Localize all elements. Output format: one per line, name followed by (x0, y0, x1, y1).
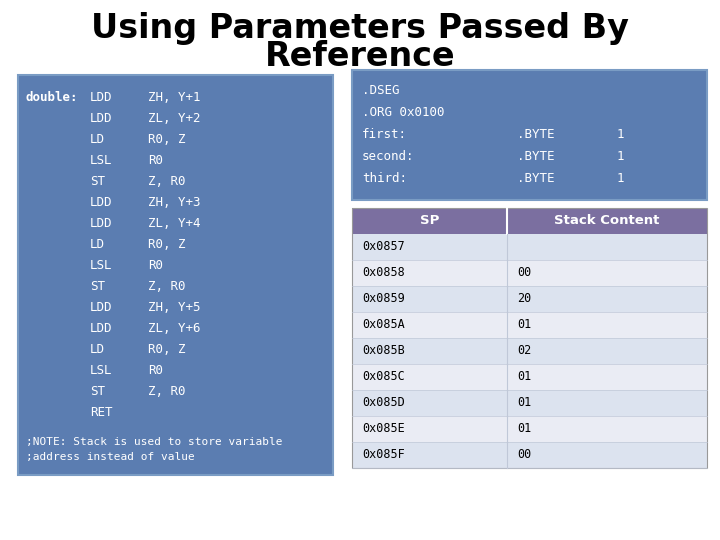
Text: R0: R0 (148, 259, 163, 272)
Text: .BYTE: .BYTE (517, 150, 554, 163)
Text: LDD: LDD (90, 91, 112, 104)
Text: 0x0859: 0x0859 (362, 293, 405, 306)
Text: Reference: Reference (265, 40, 455, 73)
Text: R0, Z: R0, Z (148, 133, 186, 146)
Bar (352, 234, 707, 260)
Text: 0x085F: 0x085F (362, 449, 405, 462)
Text: R0: R0 (148, 364, 163, 377)
Text: 0x085C: 0x085C (362, 370, 405, 383)
Text: LD: LD (90, 238, 105, 251)
Text: ZL, Y+2: ZL, Y+2 (148, 112, 200, 125)
Text: .ORG 0x0100: .ORG 0x0100 (362, 106, 444, 119)
Text: 20: 20 (517, 293, 531, 306)
Text: 01: 01 (517, 370, 531, 383)
Text: LD: LD (90, 343, 105, 356)
Bar (352, 442, 707, 468)
Text: LSL: LSL (90, 364, 112, 377)
Text: 01: 01 (517, 396, 531, 409)
Text: ZH, Y+5: ZH, Y+5 (148, 301, 200, 314)
Text: 0x0858: 0x0858 (362, 267, 405, 280)
Text: ;NOTE: Stack is used to store variable
;address instead of value: ;NOTE: Stack is used to store variable ;… (26, 437, 282, 462)
Text: Z, R0: Z, R0 (148, 385, 186, 398)
Text: 0x085D: 0x085D (362, 396, 405, 409)
Text: 0x085B: 0x085B (362, 345, 405, 357)
Text: 0x0857: 0x0857 (362, 240, 405, 253)
Text: 00: 00 (517, 449, 531, 462)
Bar (352, 286, 707, 312)
Text: LSL: LSL (90, 154, 112, 167)
Bar (352, 260, 707, 286)
Text: Z, R0: Z, R0 (148, 280, 186, 293)
Text: LDD: LDD (90, 322, 112, 335)
Text: 01: 01 (517, 422, 531, 435)
Text: ST: ST (90, 385, 105, 398)
Text: LDD: LDD (90, 217, 112, 230)
Text: LDD: LDD (90, 112, 112, 125)
Text: .BYTE: .BYTE (517, 172, 554, 185)
Text: 01: 01 (517, 319, 531, 332)
Text: ZH, Y+3: ZH, Y+3 (148, 196, 200, 209)
Bar (352, 70, 707, 200)
Text: 1: 1 (617, 128, 624, 141)
Text: Z, R0: Z, R0 (148, 175, 186, 188)
Text: 02: 02 (517, 345, 531, 357)
Text: first:: first: (362, 128, 407, 141)
Text: ST: ST (90, 175, 105, 188)
Bar (18, 75, 333, 475)
Text: Stack Content: Stack Content (554, 214, 660, 227)
Text: second:: second: (362, 150, 415, 163)
Text: LD: LD (90, 133, 105, 146)
Bar (352, 312, 707, 338)
Text: LDD: LDD (90, 196, 112, 209)
Text: RET: RET (90, 406, 112, 419)
Text: ST: ST (90, 280, 105, 293)
Text: .DSEG: .DSEG (362, 84, 400, 97)
Text: SP: SP (420, 214, 439, 227)
Bar (352, 390, 707, 416)
Text: Using Parameters Passed By: Using Parameters Passed By (91, 12, 629, 45)
Text: ZL, Y+4: ZL, Y+4 (148, 217, 200, 230)
Text: R0: R0 (148, 154, 163, 167)
Bar (352, 338, 707, 364)
Text: R0, Z: R0, Z (148, 343, 186, 356)
Text: 0x085A: 0x085A (362, 319, 405, 332)
Text: LSL: LSL (90, 259, 112, 272)
Bar (352, 364, 707, 390)
Bar (352, 416, 707, 442)
Text: ZH, Y+1: ZH, Y+1 (148, 91, 200, 104)
Text: R0, Z: R0, Z (148, 238, 186, 251)
Text: 0x085E: 0x085E (362, 422, 405, 435)
Text: ZL, Y+6: ZL, Y+6 (148, 322, 200, 335)
Text: 00: 00 (517, 267, 531, 280)
Text: LDD: LDD (90, 301, 112, 314)
Bar (352, 208, 707, 468)
Text: double:: double: (26, 91, 78, 104)
Text: third:: third: (362, 172, 407, 185)
Text: 1: 1 (617, 172, 624, 185)
Text: 1: 1 (617, 150, 624, 163)
Bar (352, 208, 707, 234)
Text: .BYTE: .BYTE (517, 128, 554, 141)
